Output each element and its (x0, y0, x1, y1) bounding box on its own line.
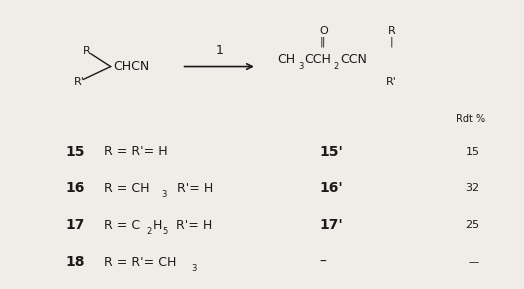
Text: CCN: CCN (340, 53, 367, 66)
Text: 5: 5 (162, 227, 167, 236)
Text: 3: 3 (298, 62, 304, 71)
Text: R'= H: R'= H (169, 182, 213, 195)
Text: R = R'= CH: R = R'= CH (104, 256, 176, 269)
Text: R'= H: R'= H (168, 219, 212, 232)
Text: R: R (388, 26, 396, 36)
Text: R: R (83, 46, 91, 56)
Text: 15': 15' (319, 144, 343, 159)
Text: Rdt %: Rdt % (456, 114, 485, 124)
Text: R': R' (74, 77, 85, 87)
Text: O: O (320, 26, 329, 36)
Text: 3: 3 (161, 190, 166, 199)
Text: 18: 18 (65, 255, 84, 269)
Text: 32: 32 (466, 184, 480, 193)
Text: 16: 16 (65, 181, 84, 195)
Text: CHCN: CHCN (113, 60, 149, 73)
Text: R = CH: R = CH (104, 182, 149, 195)
Text: |: | (390, 36, 394, 47)
Text: 17': 17' (319, 218, 343, 232)
Text: CH: CH (278, 53, 296, 66)
Text: 16': 16' (319, 181, 343, 195)
Text: CCH: CCH (304, 53, 331, 66)
Text: R = R'= H: R = R'= H (104, 145, 168, 158)
Text: 2: 2 (146, 227, 151, 236)
Text: R': R' (386, 77, 397, 87)
Text: 3: 3 (191, 264, 196, 273)
Text: ––: –– (468, 257, 480, 267)
Text: 25: 25 (466, 220, 480, 230)
Text: –: – (319, 255, 326, 269)
Text: 17: 17 (65, 218, 84, 232)
Text: H: H (152, 219, 162, 232)
Text: R = C: R = C (104, 219, 140, 232)
Text: 15: 15 (466, 147, 480, 157)
Text: 1: 1 (215, 45, 223, 58)
Text: 2: 2 (334, 62, 339, 71)
Text: 15: 15 (65, 144, 84, 159)
Text: ‖: ‖ (320, 36, 325, 47)
